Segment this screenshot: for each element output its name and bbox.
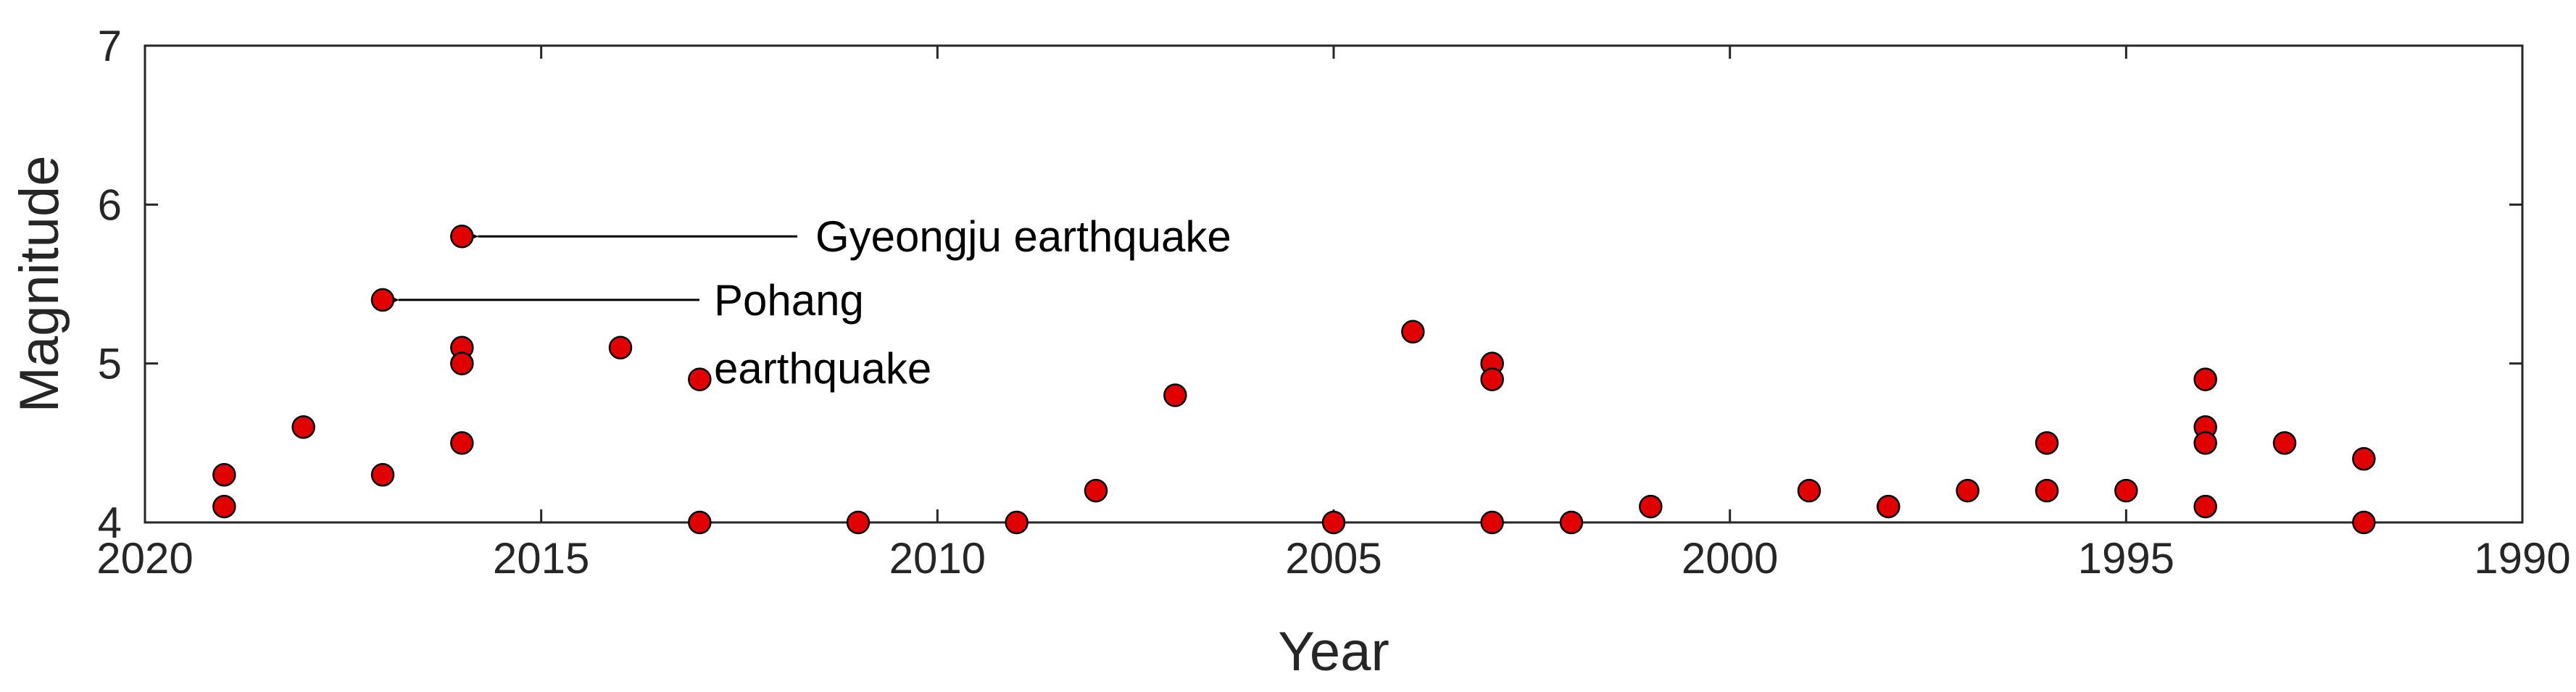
x-tick-label: 2010	[889, 534, 986, 583]
data-point	[212, 462, 236, 487]
data-point	[2352, 447, 2376, 471]
annotation-label-line2: earthquake	[714, 344, 931, 393]
data-point	[450, 351, 474, 375]
x-tick-label: 2005	[1285, 534, 1382, 583]
x-tick-label: 1990	[2474, 534, 2570, 583]
x-tick-label: 2015	[493, 534, 589, 583]
data-point	[1005, 510, 1029, 535]
y-tick-labels: 4 5 6 7	[98, 22, 122, 547]
data-point	[1321, 510, 1346, 535]
data-point	[1877, 494, 1900, 519]
x-axis-title: Year	[1278, 621, 1389, 683]
annotation-label: Gyeongju earthquake	[815, 212, 1231, 261]
data-point	[2193, 494, 2217, 519]
data-point	[1956, 478, 1979, 503]
data-point	[1084, 478, 1108, 503]
x-tick-label: 2020	[96, 534, 193, 583]
data-point	[370, 288, 395, 312]
data-point	[2272, 431, 2297, 455]
data-point	[1480, 367, 1504, 391]
data-points	[212, 224, 2376, 535]
data-point	[2035, 431, 2059, 455]
data-point	[1480, 510, 1504, 535]
annotation-label: Pohang	[714, 276, 864, 325]
annotation: Pohang earthquake	[391, 276, 931, 393]
annotations: Gyeongju earthquake Pohang earthquake	[391, 212, 1231, 393]
annotation: Gyeongju earthquake	[470, 212, 1231, 261]
data-point	[1559, 510, 1584, 535]
plot-area	[144, 44, 2524, 524]
data-point	[2352, 510, 2376, 535]
data-point	[1797, 478, 1821, 503]
x-tick-label: 1995	[2078, 534, 2174, 583]
data-point	[1163, 383, 1187, 407]
data-point	[450, 431, 474, 455]
data-point	[291, 415, 315, 439]
data-point	[212, 494, 236, 519]
data-point	[2193, 367, 2217, 391]
data-point	[608, 335, 633, 359]
data-point	[2035, 478, 2059, 503]
y-tick-label: 4	[98, 499, 122, 547]
data-point	[450, 224, 474, 249]
data-point	[1639, 494, 1663, 519]
y-tick-label: 6	[98, 180, 122, 229]
x-tick-label: 2000	[1682, 534, 1778, 583]
data-point	[688, 367, 712, 391]
data-point	[846, 510, 871, 535]
data-point	[1401, 320, 1425, 344]
data-point	[688, 510, 712, 535]
axis-ticks	[144, 44, 2524, 524]
y-tick-label: 7	[98, 22, 122, 70]
y-axis-title: Magnitude	[9, 156, 70, 413]
y-tick-label: 5	[98, 340, 122, 388]
data-point	[2114, 478, 2138, 503]
data-point	[2193, 431, 2217, 455]
x-tick-labels: 2020 2015 2010 2005 2000 1995 1990	[96, 534, 2570, 583]
data-point	[370, 462, 395, 487]
